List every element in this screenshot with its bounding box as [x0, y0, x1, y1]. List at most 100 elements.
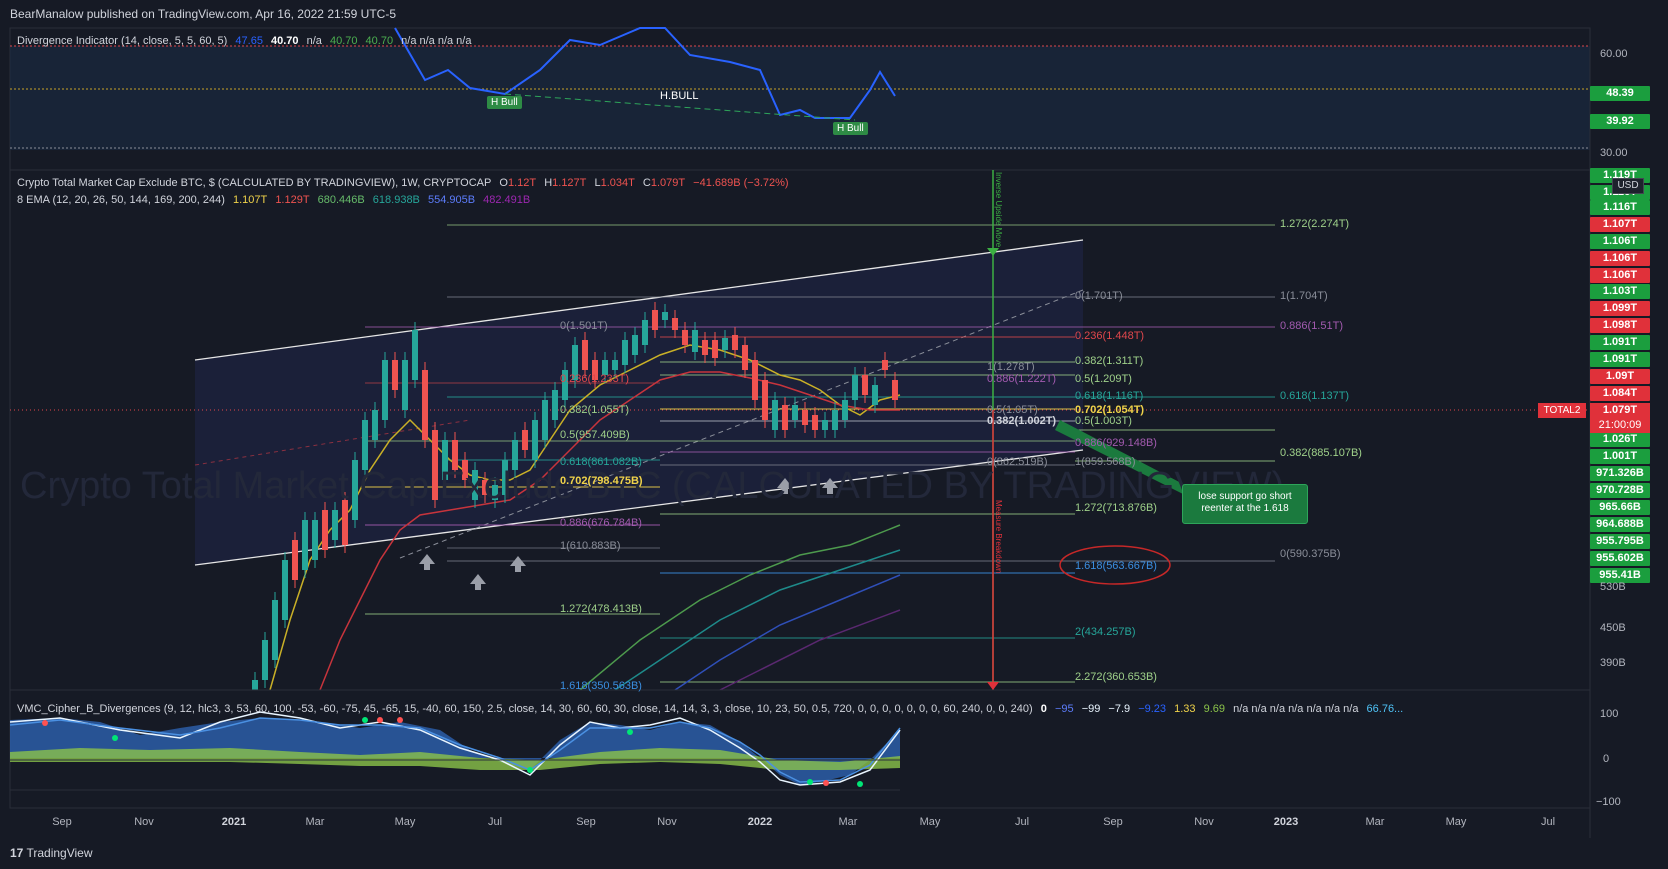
time-axis-label: May — [919, 816, 941, 828]
price-tag: 1.099T — [1590, 301, 1650, 316]
price-tag: 1.098T — [1590, 318, 1650, 333]
candle-body — [412, 330, 418, 380]
symbol-legend[interactable]: Crypto Total Market Cap Exclude BTC, $ (… — [17, 177, 789, 189]
circle-highlight — [1059, 545, 1171, 585]
candle-body — [682, 330, 688, 345]
fib-level-label: 2.272(360.653B) — [1075, 671, 1157, 683]
price-tag: 971.326B — [1590, 466, 1650, 481]
price-tag: 1.091T — [1590, 352, 1650, 367]
candle-body — [512, 440, 518, 470]
candle-body — [382, 360, 388, 420]
fib-level-label: 0.886(1.222T) — [987, 373, 1057, 385]
time-axis-label: 2023 — [1273, 816, 1299, 828]
fib-level-label: 0.702(798.475B) — [560, 475, 643, 487]
divergence-label: Divergence Indicator (14, close, 5, 5, 6… — [17, 35, 228, 47]
fib-level-label: 1(610.883B) — [560, 540, 621, 552]
time-axis-label: Jul — [1014, 816, 1030, 828]
candle-body — [372, 410, 378, 440]
candle-body — [852, 375, 858, 400]
candle-body — [672, 318, 678, 330]
fib-level-label: 0.886(929.148B) — [1075, 437, 1157, 449]
divergence-trend — [504, 93, 856, 121]
candle-body — [282, 560, 288, 620]
candle-body — [462, 460, 468, 480]
candle-body — [362, 420, 368, 470]
fib-level-label: 0.5(1.209T) — [1075, 373, 1132, 385]
fib-level-label: 0.618(1.116T) — [1075, 390, 1144, 402]
candle-body — [252, 680, 258, 690]
fib-level-label: 1.618(350.563B) — [560, 680, 642, 692]
fib-level-label: 2(434.257B) — [1075, 626, 1136, 638]
candle-body — [442, 440, 448, 480]
candle-body — [582, 340, 588, 370]
candle-body — [492, 485, 498, 500]
time-axis-label: 2021 — [221, 816, 247, 828]
fib-level-label: 0.236(1.233T) — [560, 373, 630, 385]
candle-body — [342, 500, 348, 545]
currency-label[interactable]: USD — [1612, 178, 1644, 194]
candle-body — [752, 360, 758, 400]
fib-level-label: 0(1.701T) — [1075, 290, 1123, 302]
price-tag: 1.116T — [1590, 200, 1650, 215]
price-tag: 1.084T — [1590, 386, 1650, 401]
fib-level-label: 1.618(563.667B) — [1075, 560, 1157, 572]
fib-level-label: 0.886(1.51T) — [1280, 320, 1343, 332]
candle-body — [662, 312, 668, 320]
candle-body — [702, 340, 708, 355]
price-tag: 965.66B — [1590, 500, 1650, 515]
fib-level-label: 0.702(1.054T) — [1075, 404, 1145, 416]
time-axis-label: May — [394, 816, 416, 828]
hbull-label: H Bull — [487, 96, 522, 109]
channel-fill — [195, 240, 1083, 565]
ema-legend[interactable]: 8 EMA (12, 20, 26, 50, 144, 169, 200, 24… — [17, 194, 531, 206]
candle-body — [882, 360, 888, 370]
candle-body — [822, 420, 828, 430]
candle-body — [292, 540, 298, 580]
divergence-legend[interactable]: Divergence Indicator (14, close, 5, 5, 6… — [17, 35, 472, 47]
price-tag: 964.688B — [1590, 517, 1650, 532]
fib-level-label: 0.382(1.002T) — [987, 415, 1057, 427]
candle-body — [862, 375, 868, 395]
fib-level-label: 0(590.375B) — [1280, 548, 1341, 560]
ema-yellow — [269, 344, 901, 691]
ema-label: 8 EMA (12, 20, 26, 50, 144, 169, 200, 24… — [17, 194, 225, 206]
arrow-up-target — [987, 248, 999, 256]
axis-label: 60.00 — [1600, 48, 1628, 60]
axis-label: 30.00 — [1600, 147, 1628, 159]
price-tag: 1.091T — [1590, 335, 1650, 350]
candle-body — [452, 440, 458, 470]
candle-body — [842, 400, 848, 420]
candle-body — [592, 360, 598, 380]
candle-body — [782, 405, 788, 430]
last-price-tag: 1.079T 21:00:09 — [1590, 403, 1650, 433]
price-tag: 955.602B — [1590, 551, 1650, 566]
trade-note[interactable]: lose support go short reenter at the 1.6… — [1182, 484, 1308, 524]
ema-red — [319, 371, 900, 691]
fib-level-label: 0(1.501T) — [560, 320, 608, 332]
candle-body — [732, 335, 738, 350]
time-axis-label: Sep — [52, 816, 72, 828]
price-tag: 955.795B — [1590, 534, 1650, 549]
price-tag: 1.106T — [1590, 234, 1650, 249]
price-tag: 1.026T — [1590, 432, 1650, 447]
vmc-legend[interactable]: VMC_Cipher_B_Divergences (9, 12, hlc3, 3… — [17, 703, 1404, 715]
divergence-line — [394, 27, 896, 119]
fib-level-label: 0.618(1.137T) — [1280, 390, 1350, 402]
price-tag: 1.107T — [1590, 217, 1650, 232]
time-axis-label: Sep — [1103, 816, 1123, 828]
vmc-dots — [42, 717, 863, 787]
arrow-down-target — [987, 682, 999, 690]
candle-body — [722, 338, 728, 350]
fib-level-label: 1.272(2.274T) — [1280, 218, 1350, 230]
publish-info: BearManalow published on TradingView.com… — [10, 7, 397, 21]
candle-body — [502, 460, 508, 495]
time-axis-label: Nov — [134, 816, 154, 828]
candle-body — [432, 430, 438, 500]
vmc-green-area — [10, 748, 900, 770]
symbol-title: Crypto Total Market Cap Exclude BTC, $ (… — [17, 177, 492, 189]
fib-level-label: 1(859.568B) — [1075, 456, 1136, 468]
vmc-label: VMC_Cipher_B_Divergences (9, 12, hlc3, 3… — [17, 703, 1033, 715]
candle-body — [632, 335, 638, 355]
candle-body — [872, 385, 878, 405]
